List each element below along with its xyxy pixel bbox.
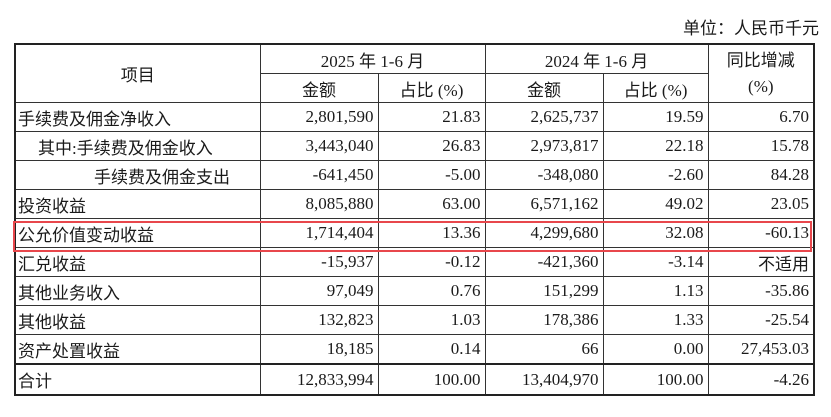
header-item: 项目 <box>14 43 261 103</box>
share-2025: 63.00 <box>377 189 486 219</box>
table-row: 公允价值变动收益 1,714,404 13.36 4,299,680 32.08 -60.… <box>14 218 815 248</box>
amount-2025: 12,833,994 <box>259 363 379 396</box>
amount-2025: -15,937 <box>259 247 379 277</box>
table-row: 手续费及佣金净收入 2,801,590 21.83 2,625,737 19.59 6.7… <box>14 102 815 132</box>
amount-2025: 2,801,590 <box>259 102 379 132</box>
share-2025: -0.12 <box>377 247 486 277</box>
amount-2024: 2,973,817 <box>484 131 604 161</box>
amount-2025: 1,714,404 <box>259 218 379 248</box>
share-2025: 0.76 <box>377 276 486 306</box>
header-yoy-label: 同比增减 <box>726 50 795 70</box>
yoy-change: 6.70 <box>707 102 815 132</box>
share-2025: 26.83 <box>377 131 486 161</box>
table-row: 资产处置收益 18,185 0.14 66 0.00 27,453.03 <box>14 334 815 365</box>
table-row: 合计 12,833,994 100.00 13,404,970 100.00 -4.26 <box>14 363 815 396</box>
table-row: 投资收益 8,085,880 63.00 6,571,162 49.02 23.05 <box>14 189 815 219</box>
share-2025: 100.00 <box>377 363 486 396</box>
yoy-change: -25.54 <box>707 305 815 335</box>
yoy-change: -35.86 <box>707 276 815 306</box>
header-share-2024: 占比 (%) <box>602 73 709 103</box>
row-label: 手续费及佣金净收入 <box>14 102 261 132</box>
header-share-2025: 占比 (%) <box>377 73 486 103</box>
header-amount-2024: 金额 <box>484 73 604 103</box>
amount-2024: 2,625,737 <box>484 102 604 132</box>
share-2024: 1.13 <box>602 276 709 306</box>
amount-2025: 132,823 <box>259 305 379 335</box>
amount-2024: 4,299,680 <box>484 218 604 248</box>
amount-2024: 151,299 <box>484 276 604 306</box>
share-2025: 1.03 <box>377 305 486 335</box>
share-2025: -5.00 <box>377 160 486 190</box>
yoy-change: -60.13 <box>707 218 815 248</box>
share-2024: 19.59 <box>602 102 709 132</box>
row-label: 合计 <box>14 363 261 396</box>
table-row: 汇兑收益 -15,937 -0.12 -421,360 -3.14 不适用 <box>14 247 815 277</box>
header-yoy: 同比增减 (%) <box>707 43 815 103</box>
row-label: 其中:手续费及佣金收入 <box>14 131 261 161</box>
yoy-change: 不适用 <box>707 247 815 277</box>
yoy-change: 15.78 <box>707 131 815 161</box>
amount-2025: 18,185 <box>259 334 379 365</box>
yoy-change: 23.05 <box>707 189 815 219</box>
row-label: 公允价值变动收益 <box>14 218 261 248</box>
amount-2024: 66 <box>484 334 604 365</box>
yoy-change: -4.26 <box>707 363 815 396</box>
share-2024: 1.33 <box>602 305 709 335</box>
amount-2025: 8,085,880 <box>259 189 379 219</box>
share-2025: 13.36 <box>377 218 486 248</box>
yoy-change: 27,453.03 <box>707 334 815 365</box>
share-2025: 21.83 <box>377 102 486 132</box>
amount-2025: 3,443,040 <box>259 131 379 161</box>
header-amount-2025: 金额 <box>259 73 379 103</box>
amount-2024: 6,571,162 <box>484 189 604 219</box>
share-2024: 22.18 <box>602 131 709 161</box>
header-2025: 2025 年 1-6 月 <box>259 43 486 74</box>
row-label: 资产处置收益 <box>14 334 261 365</box>
yoy-change: 84.28 <box>707 160 815 190</box>
row-label: 其他收益 <box>14 305 261 335</box>
share-2024: -2.60 <box>602 160 709 190</box>
share-2025: 0.14 <box>377 334 486 365</box>
row-label: 手续费及佣金支出 <box>14 160 261 190</box>
share-2024: 32.08 <box>602 218 709 248</box>
table-row: 手续费及佣金支出 -641,450 -5.00 -348,080 -2.60 84.28 <box>14 160 815 190</box>
unit-label: 单位：人民币千元 <box>683 19 819 38</box>
share-2024: -3.14 <box>602 247 709 277</box>
amount-2025: 97,049 <box>259 276 379 306</box>
table-row: 其他收益 132,823 1.03 178,386 1.33 -25.54 <box>14 305 815 335</box>
amount-2025: -641,450 <box>259 160 379 190</box>
table-row: 其他业务收入 97,049 0.76 151,299 1.13 -35.86 <box>14 276 815 306</box>
income-table: 项目 2025 年 1-6 月 2024 年 1-6 月 同比增减 (%) 金额 … <box>14 43 816 396</box>
amount-2024: -421,360 <box>484 247 604 277</box>
amount-2024: 178,386 <box>484 305 604 335</box>
share-2024: 0.00 <box>602 334 709 365</box>
header-2024: 2024 年 1-6 月 <box>484 43 709 74</box>
row-label: 其他业务收入 <box>14 276 261 306</box>
amount-2024: 13,404,970 <box>484 363 604 396</box>
share-2024: 100.00 <box>602 363 709 396</box>
table-row: 其中:手续费及佣金收入 3,443,040 26.83 2,973,817 22.18 1… <box>14 131 815 161</box>
row-label: 投资收益 <box>14 189 261 219</box>
amount-2024: -348,080 <box>484 160 604 190</box>
row-label: 汇兑收益 <box>14 247 261 277</box>
header-yoy-unit: (%) <box>748 76 774 96</box>
share-2024: 49.02 <box>602 189 709 219</box>
